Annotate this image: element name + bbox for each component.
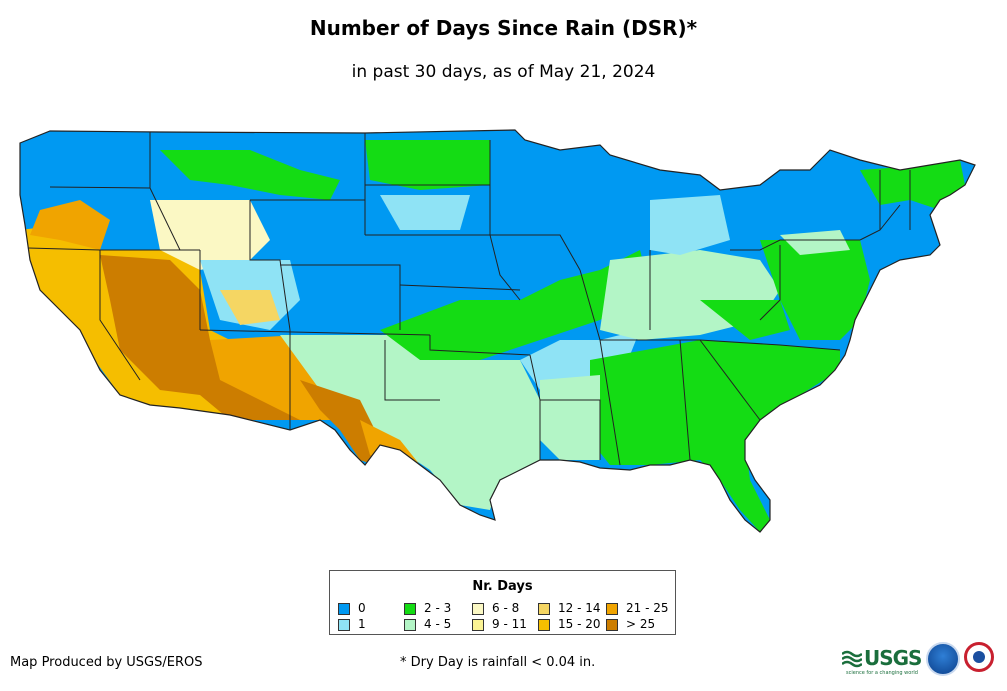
legend-label: 0 [358, 601, 366, 615]
legend-label: 12 - 14 [558, 601, 601, 615]
legend-label: 9 - 11 [492, 617, 527, 631]
legend-label: 4 - 5 [424, 617, 452, 631]
us-dsr-map [19, 129, 976, 533]
legend-swatch [338, 602, 350, 615]
noaa-logo [926, 642, 960, 676]
legend-label: 2 - 3 [424, 601, 452, 615]
legend-item: 6 - 8 [472, 601, 542, 615]
nws-logo [964, 642, 994, 672]
legend-swatch [472, 618, 484, 631]
legend-swatch [606, 602, 618, 615]
legend-item: 9 - 11 [472, 617, 542, 631]
legend-label: 15 - 20 [558, 617, 601, 631]
legend-label: 21 - 25 [626, 601, 669, 615]
legend-swatch [338, 618, 350, 631]
legend: Nr. Days 0 1 2 - 3 4 - 5 6 - 8 9 - 11 12… [329, 570, 676, 635]
legend-item: 4 - 5 [404, 617, 474, 631]
producer-credit: Map Produced by USGS/EROS [10, 655, 203, 670]
legend-swatch [404, 618, 416, 631]
dry-day-footnote: * Dry Day is rainfall < 0.04 in. [400, 655, 596, 670]
agency-logos: USGS science for a changing world [842, 640, 1002, 685]
legend-item: > 25 [606, 617, 676, 631]
map-subtitle: in past 30 days, as of May 21, 2024 [351, 62, 656, 82]
legend-label: > 25 [626, 617, 656, 631]
legend-item: 1 [338, 617, 408, 631]
legend-swatch [538, 618, 550, 631]
usgs-wave-icon [842, 650, 862, 668]
legend-swatch [472, 602, 484, 615]
usgs-logo-text: USGS [864, 646, 922, 670]
legend-item: 12 - 14 [538, 601, 608, 615]
legend-swatch [538, 602, 550, 615]
usgs-logo: USGS science for a changing world [842, 646, 922, 676]
legend-item: 21 - 25 [606, 601, 676, 615]
legend-title: Nr. Days [472, 579, 533, 594]
legend-item: 0 [338, 601, 408, 615]
legend-label: 1 [358, 617, 366, 631]
legend-item: 15 - 20 [538, 617, 608, 631]
usgs-tagline: science for a changing world [846, 670, 918, 676]
legend-swatch [404, 602, 416, 615]
legend-item: 2 - 3 [404, 601, 474, 615]
map-title: Number of Days Since Rain (DSR)* [309, 16, 698, 40]
legend-swatch [606, 618, 618, 631]
legend-label: 6 - 8 [492, 601, 520, 615]
